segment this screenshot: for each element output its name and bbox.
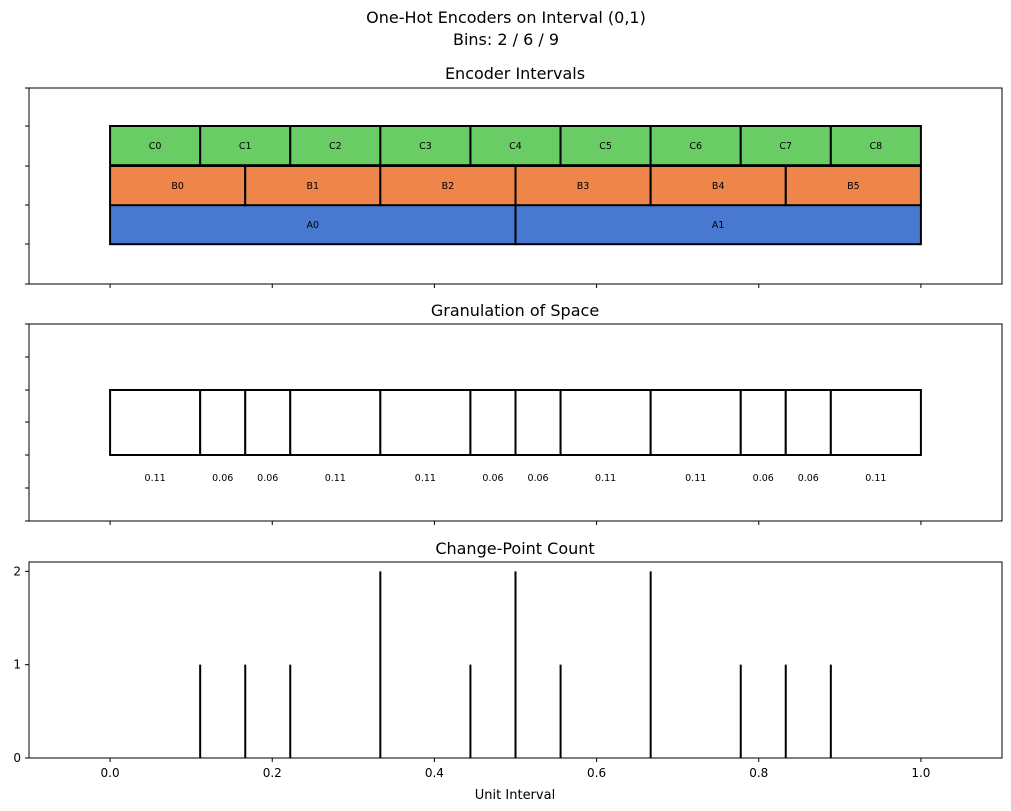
encoder-cell-C2: [289, 125, 382, 167]
encoder-cell-C3: [379, 125, 472, 167]
encoder-cell-C7: [739, 125, 832, 167]
change-point-title: Change-Point Count: [435, 539, 594, 558]
encoder-cell-label: C5: [599, 141, 612, 152]
granule-width-label: 0.06: [753, 473, 774, 484]
granule-cell: [289, 389, 382, 456]
granule-width-label: 0.06: [212, 473, 233, 484]
encoder-cell-label: C1: [239, 141, 252, 152]
encoder-cell-label: C4: [509, 141, 522, 152]
x-axis-label: Unit Interval: [475, 788, 555, 803]
encoder-cell-C0: [109, 125, 202, 167]
encoder-cell-label: C3: [419, 141, 432, 152]
x-tick-label: 0.0: [101, 766, 120, 780]
granule-cell: [199, 389, 247, 456]
encoder-cell-B5: [784, 165, 922, 207]
encoder-intervals-title: Encoder Intervals: [445, 64, 585, 83]
encoder-cell-label: A0: [307, 220, 320, 231]
encoder-cell-label: B5: [847, 181, 860, 192]
granulation-panel: Granulation of Space 0.11 0.06 0.06 0.11 0.1…: [25, 301, 1003, 525]
figure-title-line2: Bins: 2 / 6 / 9: [453, 30, 559, 49]
encoder-cell-label: B4: [712, 181, 725, 192]
encoder-cell-B2: [379, 165, 517, 207]
x-tick-label: 1.0: [911, 766, 930, 780]
encoder-cell-A1: [514, 204, 922, 246]
granule-cell: [649, 389, 742, 456]
x-tick-label: 0.6: [587, 766, 606, 780]
change-point-panel: Change-Point Count 0 1 2 0.0 0.2 0.4 0.6 0.8 1.0…: [13, 539, 1003, 803]
granule-width-label: 0.11: [415, 473, 436, 484]
y-tick-label: 0: [13, 751, 21, 765]
x-tick-label: 0.2: [263, 766, 282, 780]
figure-title-line1: One-Hot Encoders on Interval (0,1): [366, 8, 646, 27]
encoder-cell-label: C6: [689, 141, 702, 152]
encoder-cell-label: A1: [712, 220, 725, 231]
x-tick-label: 0.4: [425, 766, 444, 780]
encoder-cell-label: B1: [307, 181, 320, 192]
granule-cell: [469, 389, 517, 456]
encoder-cell-B4: [649, 165, 787, 207]
encoder-cell-label: B0: [171, 181, 184, 192]
y-tick-label: 2: [13, 564, 21, 578]
granule-cell: [784, 389, 832, 456]
granule-cell: [559, 389, 652, 456]
encoder-cell-B3: [514, 165, 652, 207]
encoder-cell-C4: [469, 125, 562, 167]
y-tick-label: 1: [13, 658, 21, 672]
granule-width-label: 0.06: [527, 473, 548, 484]
granule-cell: [244, 389, 292, 456]
encoder-cell-label: C8: [870, 141, 883, 152]
granule-width-label: 0.11: [865, 473, 886, 484]
granulation-title: Granulation of Space: [431, 301, 599, 320]
encoder-intervals-panel: Encoder Intervals A0 A1 B0 B1 B2 B3 B4 B5 C0 C1 C2…: [25, 64, 1003, 288]
granule-width-label: 0.06: [257, 473, 278, 484]
encoder-intervals-frame: [28, 87, 1003, 285]
encoder-cell-label: B2: [442, 181, 455, 192]
encoder-cell-label: C7: [779, 141, 792, 152]
encoder-cell-label: C2: [329, 141, 342, 152]
encoder-cell-C1: [199, 125, 292, 167]
encoder-cell-label: B3: [577, 181, 590, 192]
granule-width-label: 0.11: [325, 473, 346, 484]
granule-width-label: 0.11: [145, 473, 166, 484]
granule-cell: [829, 389, 922, 456]
granule-width-label: 0.11: [685, 473, 706, 484]
granule-cell: [379, 389, 472, 456]
granule-cell: [514, 389, 562, 456]
granule-width-label: 0.11: [595, 473, 616, 484]
encoder-cell-C8: [829, 125, 922, 167]
granule-cell: [739, 389, 787, 456]
granule-width-label: 0.06: [482, 473, 503, 484]
granule-cell: [109, 389, 202, 456]
x-tick-label: 0.8: [749, 766, 768, 780]
encoder-cell-label: C0: [149, 141, 162, 152]
granule-width-label: 0.06: [798, 473, 819, 484]
